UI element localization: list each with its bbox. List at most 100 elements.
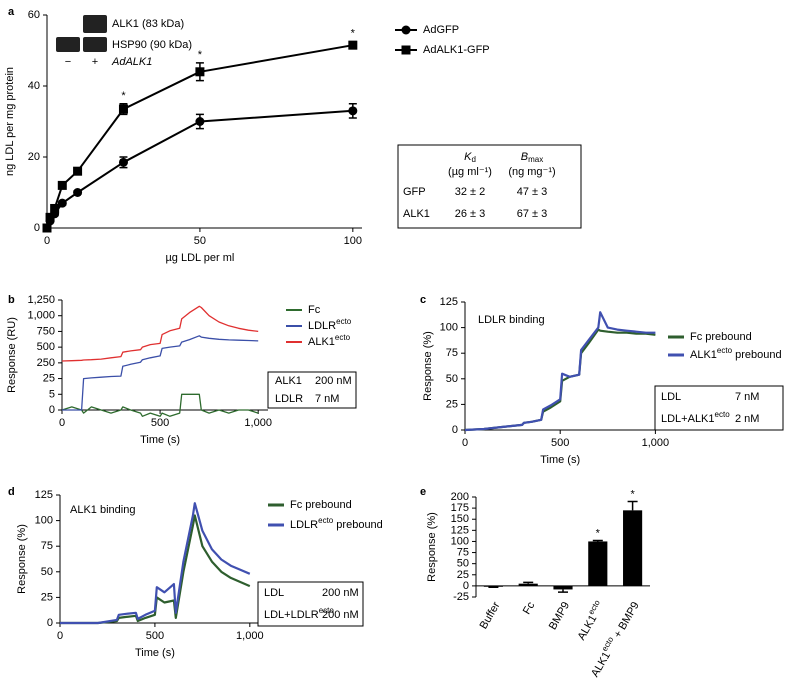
significance-mark: *	[121, 90, 126, 102]
x-tick-label: 0	[59, 417, 65, 429]
y-tick-label: 200	[451, 491, 469, 503]
error-bar	[523, 581, 534, 584]
table-header: Bmax	[521, 151, 543, 164]
x-axis-label: Time (s)	[540, 454, 580, 466]
table-unit: (µg ml⁻¹)	[448, 166, 492, 178]
x-tick-label: 1,000	[236, 630, 264, 642]
error-bar	[592, 539, 603, 542]
x-tick-label: 500	[146, 630, 164, 642]
table-cell: 47 ± 3	[517, 186, 548, 198]
point	[118, 104, 128, 114]
y-tick-label: 50	[457, 558, 469, 570]
point	[57, 180, 67, 190]
point	[73, 166, 83, 176]
point	[348, 40, 358, 50]
significance-mark: *	[630, 488, 635, 500]
x-tick-label: 50	[194, 235, 206, 247]
y-tick-label: 150	[451, 513, 469, 525]
y-axis-label: Response (%)	[426, 512, 438, 582]
x-tick-label: BMP9	[547, 600, 572, 632]
y-tick-label: 1,250	[27, 294, 55, 306]
y-tick-label: 0	[47, 617, 53, 629]
table-cell: ALK1	[403, 208, 430, 220]
y-tick-label: 0	[49, 404, 55, 416]
panel: b 0 5 25 250 500 750 1,000 1,250 0 500 1,000 Respons…	[6, 294, 357, 446]
panel-title: LDLR binding	[478, 314, 545, 326]
condition-name: LDLR	[275, 393, 303, 405]
table-box	[397, 144, 582, 229]
y-axis-label: Response (%)	[422, 331, 434, 401]
series-line	[464, 311, 656, 432]
series-line	[60, 502, 251, 625]
blot-label: ALK1 (83 kDa)	[112, 18, 184, 30]
y-tick-label: -25	[453, 591, 469, 603]
point	[50, 203, 60, 213]
panel: a 0 20 40 60 0 50 100 ng LDL per mg protein µg LD…	[4, 6, 582, 264]
point	[42, 223, 52, 233]
y-tick-label: 20	[28, 151, 40, 163]
x-axis-label: Time (s)	[135, 647, 175, 659]
significance-mark: *	[351, 28, 356, 40]
panel: d 0 25 50 75 100 125 0 500 1,000 Response (%) Time …	[8, 486, 383, 659]
significance-mark: *	[596, 527, 601, 539]
header-subscript: max	[528, 155, 543, 164]
lane-label: −	[65, 56, 71, 68]
y-tick-label: 75	[457, 546, 469, 558]
series-line	[464, 328, 656, 432]
y-tick-label: 25	[457, 569, 469, 581]
y-tick-label: 0	[463, 580, 469, 592]
point	[348, 106, 358, 116]
x-tick-label: 500	[551, 437, 569, 449]
panel-label: d	[8, 486, 15, 498]
legend-marker	[401, 45, 411, 55]
point	[57, 198, 67, 208]
x-tick-label: Fc	[521, 600, 538, 617]
y-tick-label: 60	[28, 9, 40, 21]
y-tick-label: 0	[452, 424, 458, 436]
condition-box	[654, 385, 784, 431]
legend-label: ALK1ecto	[308, 333, 351, 348]
table-header: Kd	[464, 151, 476, 164]
y-tick-label: 75	[446, 347, 458, 359]
table-cell: GFP	[403, 186, 426, 198]
y-tick-label: 25	[43, 372, 55, 384]
panel: c 0 25 50 75 100 125 0 500 1,000 Response (%) Time …	[420, 294, 784, 466]
panel-label: a	[8, 6, 15, 18]
condition-name: LDL+ALK1ecto	[661, 410, 730, 425]
legend-label: Fc prebound	[290, 499, 352, 511]
y-tick-label: 0	[34, 222, 40, 234]
header-subscript: d	[471, 155, 475, 164]
y-tick-label: 1,000	[27, 310, 55, 322]
y-tick-label: 125	[440, 296, 458, 308]
x-tick-label: 100	[344, 235, 362, 247]
y-tick-label: 75	[41, 540, 53, 552]
y-tick-label: 125	[35, 489, 53, 501]
bar	[623, 510, 643, 586]
legend-label: Fc	[308, 304, 321, 316]
panel-label: e	[420, 486, 426, 498]
y-tick-label: 100	[451, 535, 469, 547]
y-tick-label: 125	[451, 524, 469, 536]
condition-value: 200 nM	[315, 375, 352, 387]
blot-band	[83, 37, 107, 52]
point	[195, 67, 205, 77]
blot-band	[56, 37, 80, 52]
x-tick-label: 0	[462, 437, 468, 449]
series-line	[61, 393, 259, 417]
x-tick-label: ALK1ecto	[573, 598, 607, 642]
series-line	[62, 335, 259, 411]
y-tick-label: 100	[35, 515, 53, 527]
table-unit: (ng mg⁻¹)	[508, 166, 555, 178]
panel-title: ALK1 binding	[70, 504, 135, 516]
x-tick-label: 0	[57, 630, 63, 642]
error-bar	[558, 589, 568, 593]
y-tick-label: 175	[451, 502, 469, 514]
legend-label: ALK1ecto prebound	[690, 346, 782, 361]
legend-label: LDLRecto prebound	[290, 516, 383, 531]
series-line	[61, 305, 259, 362]
y-tick-label: 25	[446, 398, 458, 410]
blot-label: HSP90 (90 kDa)	[112, 39, 192, 51]
blot-band	[83, 15, 107, 33]
